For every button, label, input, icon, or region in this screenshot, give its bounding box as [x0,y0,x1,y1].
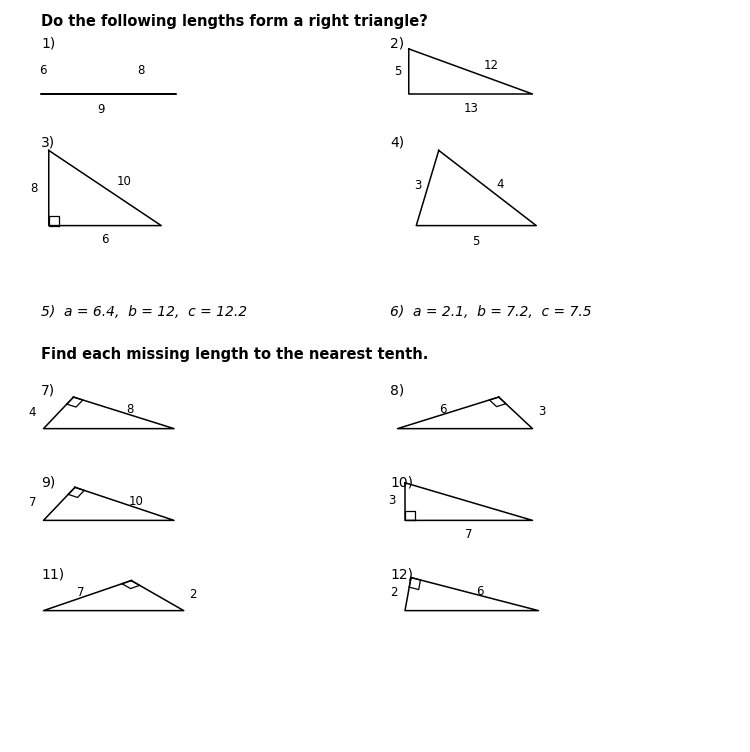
Text: 7: 7 [77,586,85,599]
Text: 2: 2 [189,588,196,602]
Text: 3: 3 [538,405,546,418]
Text: 8: 8 [126,403,134,417]
Text: 4: 4 [496,177,504,191]
Text: 7: 7 [28,496,36,509]
Text: Do the following lengths form a right triangle?: Do the following lengths form a right tr… [41,14,428,29]
Text: 11): 11) [41,568,64,582]
Text: 3): 3) [41,135,56,150]
Text: 5)  a = 6.4,  b = 12,  c = 12.2: 5) a = 6.4, b = 12, c = 12.2 [41,305,248,319]
Text: Find each missing length to the nearest tenth.: Find each missing length to the nearest … [41,347,429,362]
Text: 10: 10 [116,175,131,189]
Text: 8: 8 [30,181,38,195]
Text: 5: 5 [394,65,401,78]
Text: 12): 12) [390,568,413,582]
Text: 5: 5 [472,235,480,247]
Text: 6: 6 [39,64,46,77]
Text: 8: 8 [137,64,145,77]
Text: 10: 10 [129,495,144,508]
Text: 6: 6 [476,585,484,599]
Text: 4: 4 [28,405,36,419]
Text: 6: 6 [101,233,109,246]
Text: 9): 9) [41,475,56,490]
Text: 4): 4) [390,135,404,150]
Text: 1): 1) [41,36,56,50]
Text: 6)  a = 2.1,  b = 7.2,  c = 7.5: 6) a = 2.1, b = 7.2, c = 7.5 [390,305,592,319]
Text: 2: 2 [390,586,398,599]
Text: 8): 8) [390,384,404,398]
Text: 3: 3 [388,494,396,508]
Text: 10): 10) [390,475,413,490]
Text: 13: 13 [464,102,478,115]
Text: 2): 2) [390,36,404,50]
Text: 3: 3 [414,179,422,193]
Text: 7: 7 [465,528,472,541]
Text: 7): 7) [41,384,56,398]
Text: 9: 9 [98,103,105,116]
Text: 12: 12 [484,59,499,72]
Text: 6: 6 [439,402,446,416]
